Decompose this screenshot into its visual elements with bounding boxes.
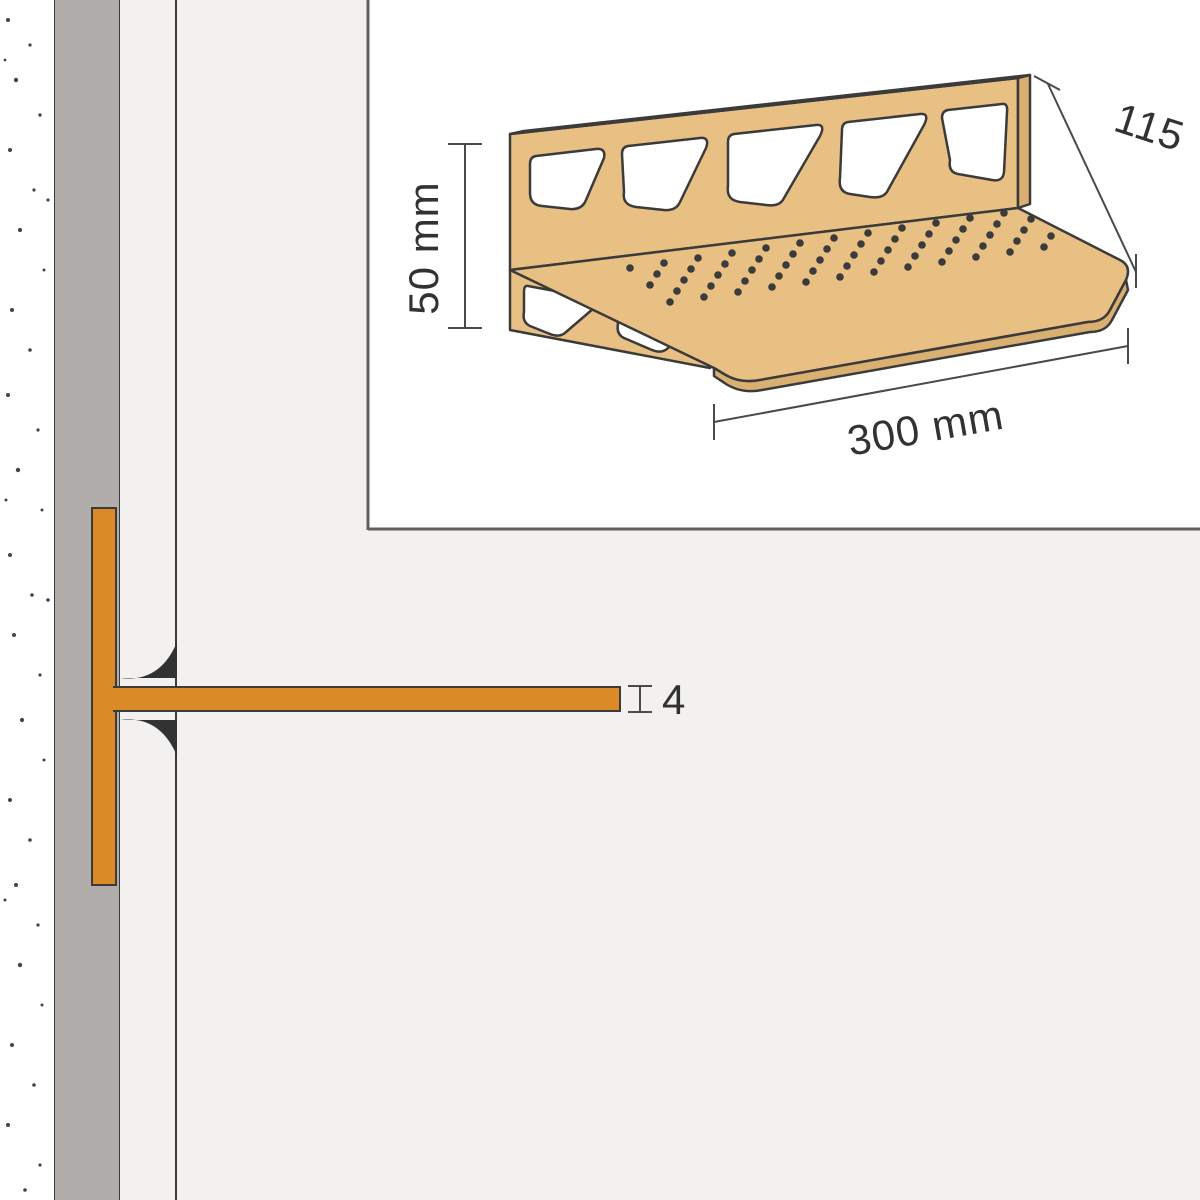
inset-panel: 50 mm 300 mm 115: [368, 0, 1200, 530]
wall-tile-strip: [120, 0, 176, 1200]
shelf-diagram: 4: [0, 0, 1200, 1200]
dim-height-label: 50 mm: [400, 181, 447, 314]
wall-substrate: [0, 0, 56, 1200]
shelf-horizontal: [114, 687, 620, 711]
dim-thickness-label: 4: [662, 676, 686, 723]
